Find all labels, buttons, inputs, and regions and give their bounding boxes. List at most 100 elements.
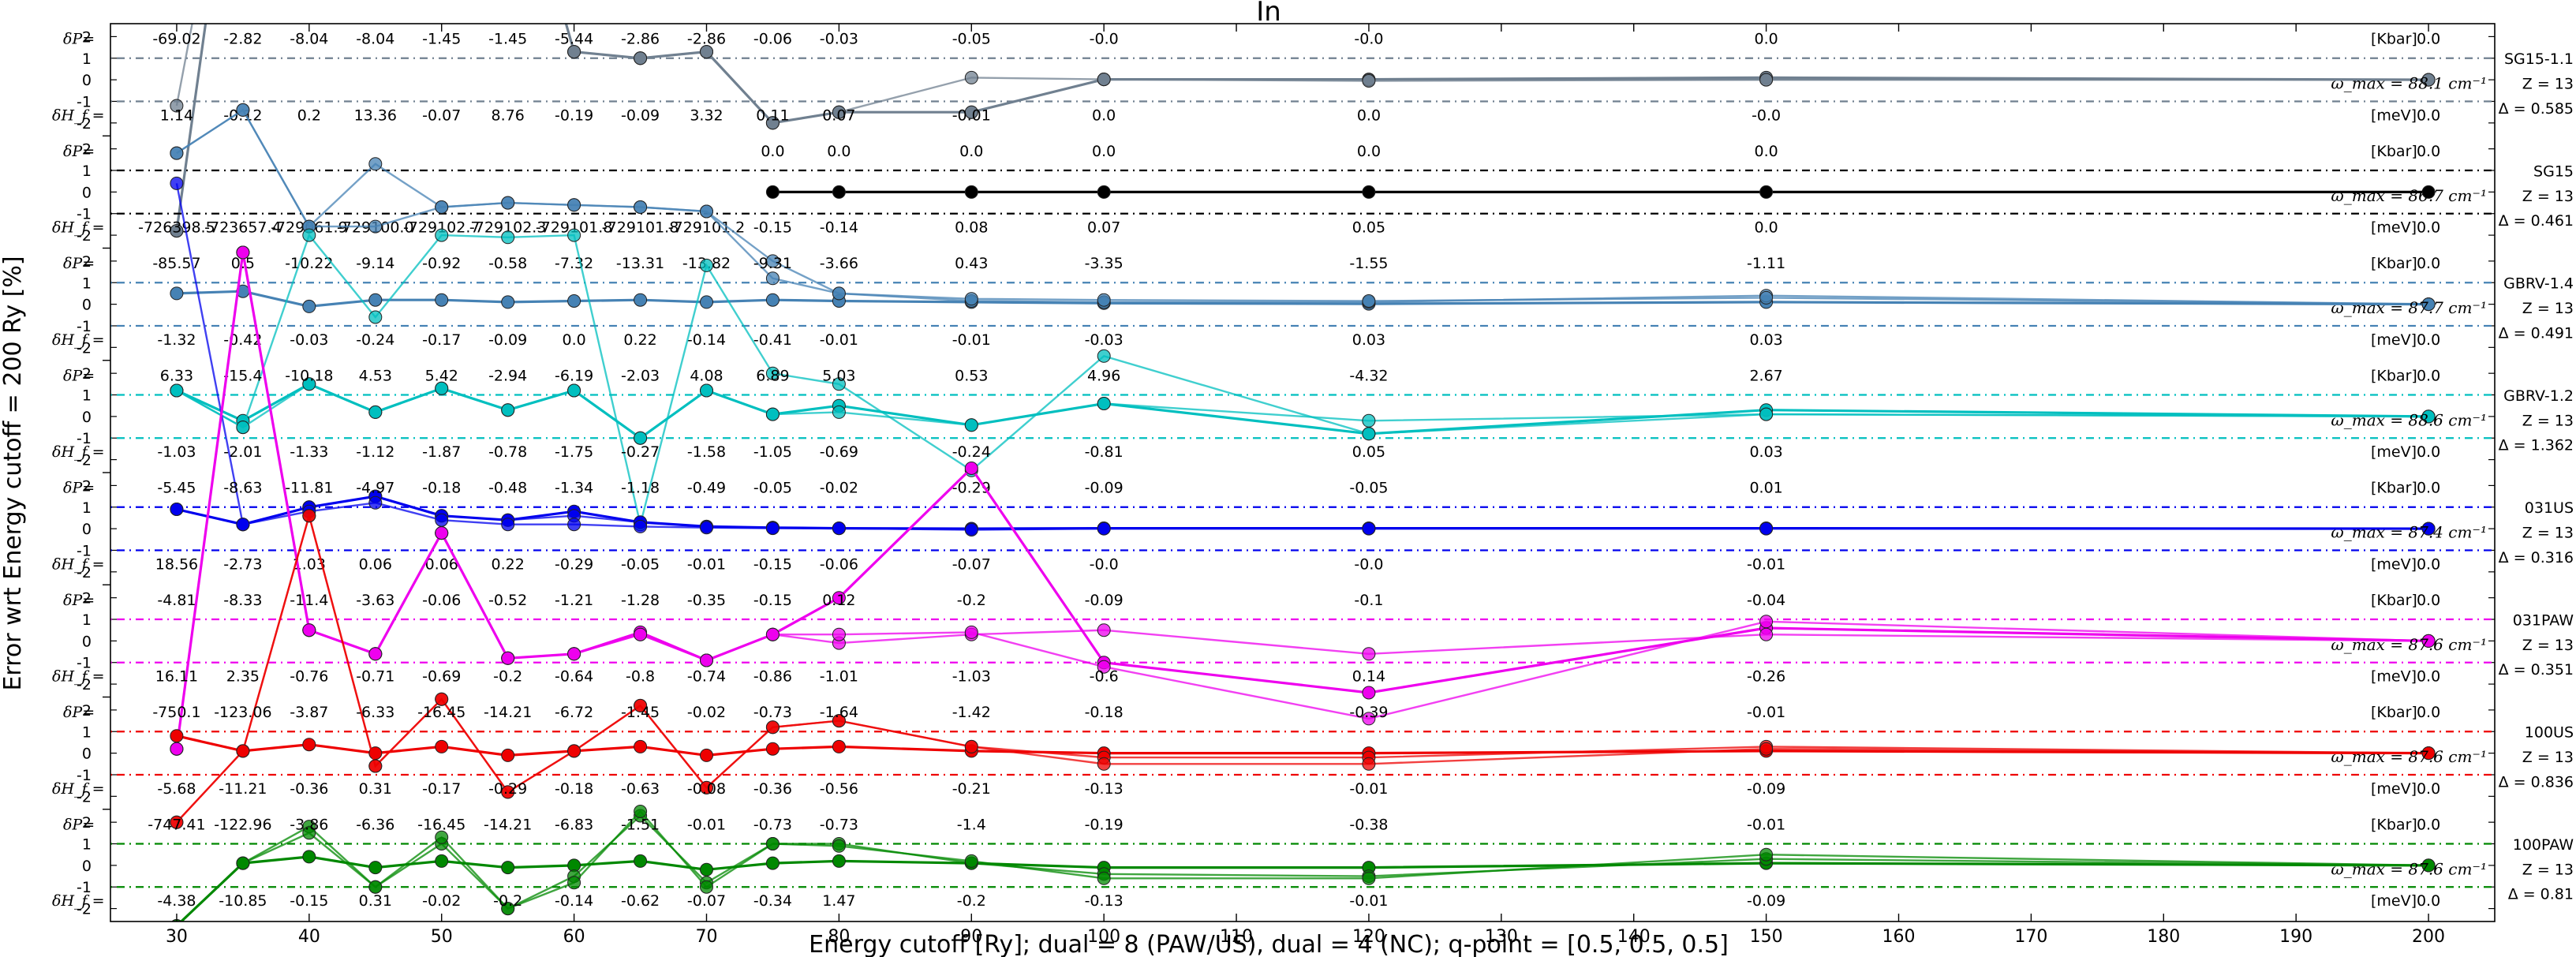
series-line (176, 512, 2429, 824)
dh-value: -0.09 (488, 331, 527, 349)
series-line (176, 383, 2429, 439)
y-tick-label: 1 (82, 499, 92, 517)
dh-value: -0.19 (555, 107, 593, 124)
data-point (964, 105, 978, 119)
data-point (964, 462, 978, 475)
dp-value: -0.06 (753, 31, 792, 48)
dh-value: 0.0 (2417, 331, 2440, 349)
y-tick-label: -1 (77, 542, 92, 559)
dp-value: -7.32 (555, 255, 593, 272)
dp-value: 0.0 (2417, 704, 2440, 721)
dh-value: -1.58 (687, 443, 726, 461)
x-tick-label: 110 (1220, 927, 1253, 947)
kbar-unit: [Kbar] (2371, 31, 2417, 48)
data-point (765, 185, 780, 199)
data-point (700, 295, 713, 309)
panel-gbrv-1-4: 2 1 0 -1 -2 δP= δH_f = -85.57 -1.32 0.5 -0.42 -1 0.2… (52, 103, 2574, 357)
data-point (1362, 521, 1376, 536)
data-point (1097, 293, 1111, 307)
mev-unit: [meV] (2371, 107, 2417, 124)
dp-value: -5.45 (157, 480, 196, 497)
data-point (700, 383, 713, 398)
dh-value: -0.15 (753, 219, 792, 237)
dp-value: 0.0 (959, 143, 983, 160)
y-tick-label: 0 (82, 409, 92, 426)
data-point (170, 286, 184, 301)
data-point (832, 591, 846, 605)
dp-value: -3.86 (290, 816, 328, 833)
dp-label: δP= (63, 592, 95, 609)
dp-value: -4.32 (1349, 367, 1388, 384)
dh-value: -0.27 (621, 443, 660, 461)
data-point (1362, 413, 1376, 428)
data-point (765, 837, 780, 850)
data-point (700, 780, 713, 794)
dh-value: 0.06 (359, 555, 392, 573)
data-point (368, 759, 383, 773)
y-tick-label: 0 (82, 297, 92, 314)
dh-value: 0.11 (756, 107, 789, 124)
data-point (1097, 757, 1111, 771)
dh-value: -0.71 (356, 668, 394, 686)
dh-value: -1.87 (422, 443, 461, 461)
dp-value: -0.19 (1085, 816, 1123, 833)
dp-value: 0.53 (955, 367, 988, 384)
dp-value: -6.83 (555, 816, 593, 833)
data-point (1759, 73, 1774, 87)
dp-value: -2.86 (687, 31, 726, 48)
omega-label: ω_max = 87.4 cm⁻¹ (2331, 523, 2487, 542)
data-point (302, 377, 316, 391)
y-tick-label: 0 (82, 184, 92, 201)
dh-value: -0.17 (422, 331, 461, 349)
pseudo-name: 100US (2525, 724, 2574, 742)
y-tick-label: 1 (82, 723, 92, 741)
data-point (302, 299, 316, 313)
dh-value: -729102.3 (469, 219, 547, 237)
data-point (634, 200, 648, 214)
mev-unit: [meV] (2371, 780, 2417, 798)
data-point (170, 383, 184, 398)
data-point (302, 623, 316, 637)
dp-value: -1.51 (621, 816, 660, 833)
dh-value: -0.34 (753, 892, 792, 910)
dp-value: 0.0 (2417, 480, 2440, 497)
pseudo-name: 031US (2525, 499, 2574, 517)
dh-value: 0.0 (2417, 107, 2440, 124)
x-axis-label: Energy cutoff [Ry]; dual = 8 (PAW/US), d… (809, 931, 1729, 957)
dh-value: 13.36 (354, 107, 397, 124)
data-point (2421, 521, 2436, 536)
data-point (501, 902, 515, 916)
series-line (176, 233, 2429, 525)
data-point (236, 518, 250, 532)
dh-label: δH_f = (52, 892, 105, 910)
data-point (501, 518, 515, 532)
dh-value: 0.0 (1092, 107, 1116, 124)
dh-value: -0.42 (223, 331, 262, 349)
dh-value: 0.14 (1352, 668, 1385, 686)
data-point (368, 647, 383, 661)
delta-label: Δ = 0.491 (2499, 324, 2574, 342)
dh-value: -1.03 (157, 443, 196, 461)
dp-value: -9.31 (753, 255, 792, 272)
dp-value: 0.0 (2417, 255, 2440, 272)
data-point (964, 854, 978, 868)
dh-value: -0.03 (290, 331, 328, 349)
y-tick-label: 2 (82, 814, 92, 832)
dp-value: 0.0 (2417, 592, 2440, 609)
data-point (832, 185, 846, 199)
dp-value: -4.81 (157, 592, 196, 609)
series-line (176, 735, 2429, 757)
series-group (170, 24, 2436, 238)
dh-value: -0.08 (687, 780, 726, 798)
series-line (176, 108, 2429, 305)
dh-value: -0.81 (1085, 443, 1123, 461)
dp-value: -8.63 (223, 480, 262, 497)
delta-label: Δ = 1.362 (2499, 437, 2574, 454)
dh-value: 8.76 (492, 107, 525, 124)
dp-value: -15.4 (223, 367, 262, 384)
dp-value: -0.04 (1747, 592, 1785, 609)
dp-value: -1.45 (422, 31, 461, 48)
data-point (236, 744, 250, 758)
dp-value: -3.87 (290, 704, 328, 721)
data-point (1759, 742, 1774, 756)
